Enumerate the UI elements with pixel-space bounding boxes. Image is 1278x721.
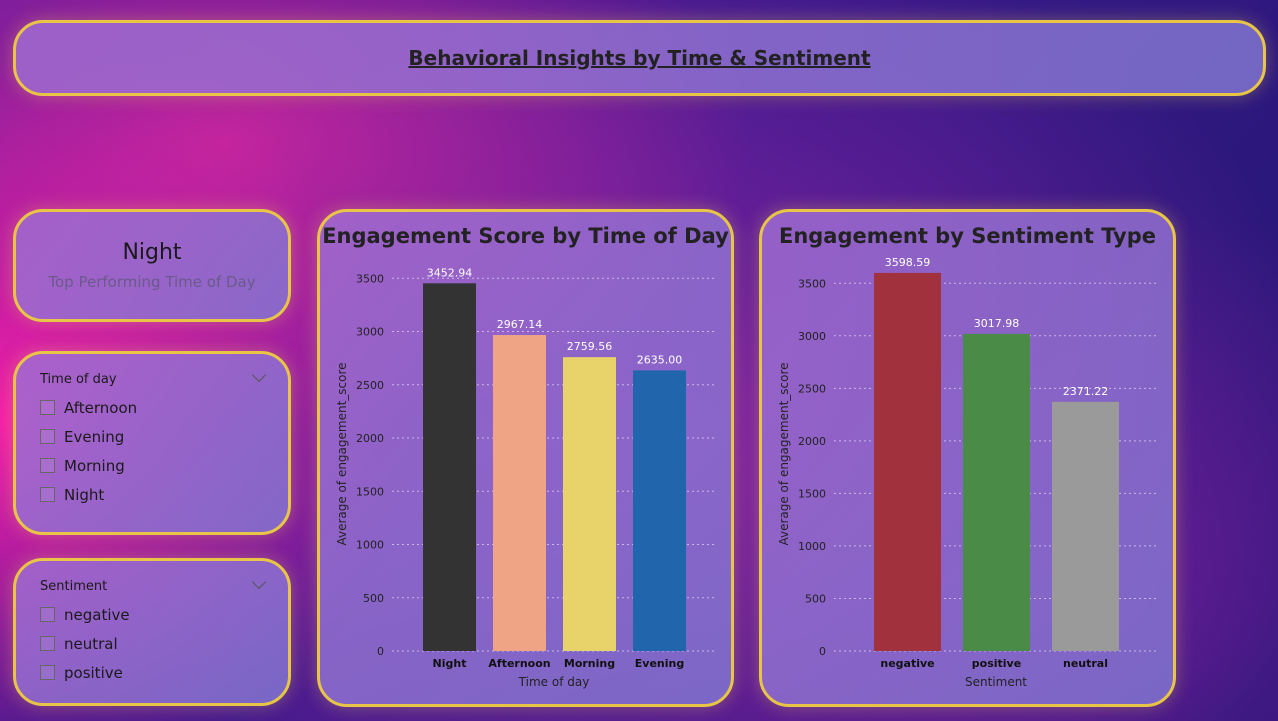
chart-engagement-by-sentiment: Engagement by Sentiment Type 0 500 1000 150…	[759, 209, 1176, 707]
x-tick-label: positive	[972, 657, 1021, 670]
x-tick-label: negative	[880, 657, 934, 670]
chart-title: Engagement by Sentiment Type	[778, 224, 1156, 248]
y-tick-label: 1000	[798, 540, 826, 553]
chart-svg: 0 500 1000 1500 2000 2500 3000 3500 3598.59 negat…	[777, 256, 1158, 689]
checkbox[interactable]	[40, 636, 55, 651]
slicer-option-label: Morning	[64, 456, 125, 475]
checkbox[interactable]	[40, 665, 55, 680]
slicer-title-sentiment: Sentiment	[40, 579, 108, 594]
kpi-card: Night Top Performing Time of Day	[13, 209, 291, 322]
slicer-title-time-of-day: Time of day	[40, 372, 117, 387]
bar-night	[423, 283, 476, 651]
y-tick-label: 1000	[356, 539, 384, 552]
slicer-option-positive[interactable]: positive	[40, 658, 264, 687]
y-tick-label: 3500	[356, 272, 384, 285]
slicer-option-label: Evening	[64, 427, 125, 446]
page-title: Behavioral Insights by Time & Sentiment	[408, 46, 871, 70]
y-tick-label: 1500	[798, 487, 826, 500]
slicer-option-morning[interactable]: Morning	[40, 451, 264, 480]
slicer-option-night[interactable]: Night	[40, 480, 264, 509]
checkbox[interactable]	[40, 458, 55, 473]
header-banner: Behavioral Insights by Time & Sentiment	[13, 20, 1266, 96]
y-tick-label: 500	[363, 592, 384, 605]
y-tick-label: 0	[819, 645, 826, 658]
x-tick-label: Night	[433, 657, 467, 670]
kpi-label: Top Performing Time of Day	[48, 273, 256, 291]
y-tick-label: 3000	[798, 330, 826, 343]
checkbox[interactable]	[40, 400, 55, 415]
y-tick-label: 3500	[798, 277, 826, 290]
checkbox[interactable]	[40, 487, 55, 502]
y-axis-label: Average of engagement_score	[335, 362, 349, 545]
y-tick-label: 2000	[798, 435, 826, 448]
data-label: 2635.00	[637, 353, 683, 366]
slicer-option-label: neutral	[64, 634, 118, 653]
x-tick-label: neutral	[1063, 657, 1108, 670]
slicer-option-neutral[interactable]: neutral	[40, 629, 264, 658]
checkbox[interactable]	[40, 429, 55, 444]
y-tick-label: 2500	[798, 382, 826, 395]
slicer-option-label: negative	[64, 605, 130, 624]
chart-svg: 0 500 1000 1500 2000 2500 3000 3500 3452.94 Night…	[335, 266, 716, 689]
data-label: 3452.94	[427, 266, 473, 279]
bar-morning	[563, 357, 616, 651]
y-tick-label: 2500	[356, 379, 384, 392]
y-tick-label: 3000	[356, 326, 384, 339]
time-of-day-slicer: Time of day Afternoon Evening Morning Ni…	[13, 351, 291, 535]
chart-engagement-by-time: Engagement Score by Time of Day 0 500 1000…	[317, 209, 734, 707]
y-tick-label: 0	[377, 645, 384, 658]
bar-afternoon	[493, 335, 546, 651]
slicer-option-label: Afternoon	[64, 398, 138, 417]
y-tick-label: 500	[805, 592, 826, 605]
slicer-option-negative[interactable]: negative	[40, 600, 264, 629]
bar-positive	[963, 333, 1030, 651]
data-label: 3598.59	[885, 256, 931, 269]
bar-neutral	[1052, 401, 1119, 651]
y-tick-label: 1500	[356, 485, 384, 498]
checkbox[interactable]	[40, 607, 55, 622]
y-tick-label: 2000	[356, 432, 384, 445]
slicer-option-evening[interactable]: Evening	[40, 422, 264, 451]
x-tick-label: Evening	[635, 657, 684, 670]
x-tick-label: Morning	[564, 657, 615, 670]
y-axis-label: Average of engagement_score	[777, 362, 791, 545]
x-tick-label: Afternoon	[488, 657, 550, 670]
sentiment-slicer: Sentiment negative neutral positive	[13, 558, 291, 706]
data-label: 2371.22	[1063, 385, 1109, 398]
bar-evening	[633, 370, 686, 651]
bar-negative	[874, 272, 941, 651]
x-axis-label: Time of day	[518, 675, 590, 689]
data-label: 2967.14	[497, 318, 543, 331]
slicer-option-afternoon[interactable]: Afternoon	[40, 393, 264, 422]
data-label: 3017.98	[974, 317, 1020, 330]
slicer-option-label: Night	[64, 485, 105, 504]
chart-title: Engagement Score by Time of Day	[322, 224, 729, 248]
slicer-option-label: positive	[64, 663, 123, 682]
data-label: 2759.56	[567, 340, 613, 353]
kpi-value: Night	[122, 240, 182, 265]
x-axis-label: Sentiment	[965, 675, 1027, 689]
